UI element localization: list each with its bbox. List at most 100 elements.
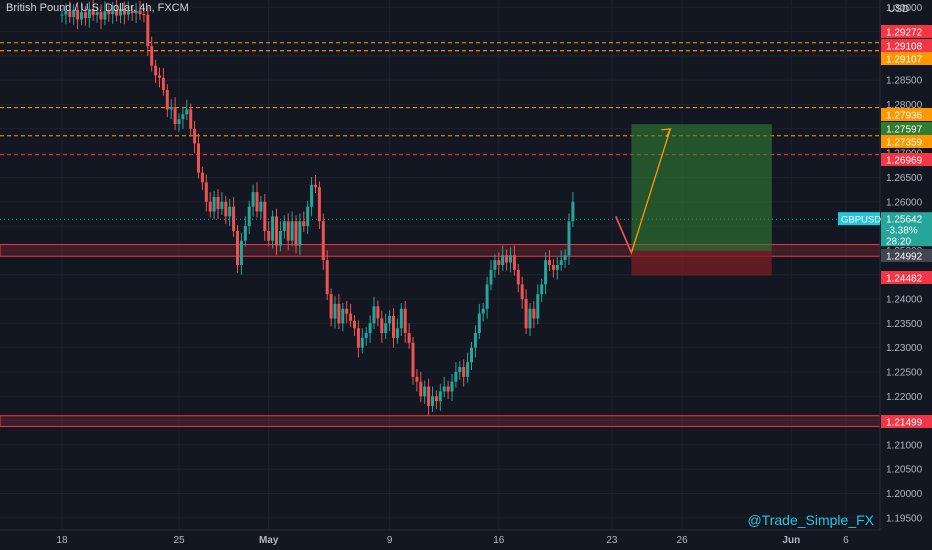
watermark: @Trade_Simple_FX — [747, 512, 874, 528]
price-label-text-5: 1.27359 — [886, 138, 923, 149]
candle-body-37 — [204, 182, 208, 202]
candle-body-17 — [126, 11, 130, 15]
x-tick-0: 18 — [56, 535, 68, 546]
candle-body-45 — [236, 230, 239, 265]
candle-body-46 — [239, 240, 243, 265]
y-tick-0: 1.19500 — [886, 513, 923, 524]
y-tick-6: 1.22500 — [886, 367, 923, 378]
candle-body-43 — [228, 206, 232, 217]
y-tick-8: 1.23500 — [886, 319, 923, 330]
candle-body-90 — [411, 342, 415, 377]
price-label-text-9: 1.21499 — [886, 418, 923, 429]
candle-body-0 — [60, 14, 64, 16]
currency-label: USD — [888, 4, 910, 15]
candle-body-63 — [306, 206, 310, 227]
price-label-bg-8 — [881, 271, 932, 284]
candle-body-75 — [353, 320, 356, 329]
long-position-tool[interactable] — [631, 124, 772, 276]
candle-body-93 — [423, 386, 427, 397]
candle-body-120 — [528, 308, 532, 329]
candle-body-5 — [80, 12, 83, 20]
price-label-bg-2 — [881, 52, 932, 65]
candle-body-54 — [271, 216, 275, 241]
x-tick-7: Jun — [782, 535, 800, 546]
candle-body-131 — [571, 201, 575, 222]
x-tick-8: 6 — [843, 535, 849, 546]
candle-body-16 — [122, 9, 126, 15]
candle-body-30 — [177, 119, 181, 124]
candle-body-41 — [220, 201, 224, 210]
candle-body-56 — [278, 230, 282, 246]
candle-body-3 — [72, 9, 76, 18]
candle-body-10 — [99, 12, 103, 20]
candle-body-113 — [501, 255, 505, 265]
chart-horizontal-lines — [0, 42, 880, 220]
price-label-bg-3 — [881, 108, 932, 121]
candle-body-121 — [532, 308, 536, 319]
candle-body-58 — [286, 221, 290, 241]
candle-body-126 — [551, 265, 555, 270]
y-tick-2: 1.20500 — [886, 465, 923, 476]
candle-body-15 — [119, 9, 122, 16]
candle-body-72 — [341, 308, 345, 324]
chart-title: British Pound / U.S. Dollar, 4h, FXCM — [6, 2, 189, 14]
candle-body-33 — [189, 109, 193, 129]
y-tick-21: 1.30000 — [886, 3, 923, 14]
candle-body-92 — [419, 381, 423, 397]
candle-body-99 — [446, 386, 450, 392]
candle-body-88 — [403, 308, 407, 334]
candle-body-23 — [150, 46, 154, 66]
candle-body-85 — [392, 316, 395, 338]
candle-body-9 — [95, 12, 99, 16]
y-tick-9: 1.24000 — [886, 295, 923, 306]
symbol-tag-text: GBPUSD — [841, 215, 881, 226]
time-axis[interactable]: 18 25 May 9 16 23 26 Jun 6 — [0, 529, 880, 550]
x-tick-4: 16 — [493, 535, 505, 546]
zone-rect-1 — [0, 415, 881, 427]
candle-body-40 — [216, 196, 220, 210]
candle-body-114 — [505, 255, 509, 263]
candle-body-130 — [567, 221, 571, 256]
candle-body-110 — [489, 269, 493, 285]
candle-body-119 — [524, 299, 528, 329]
projection-arrow[interactable] — [615, 128, 672, 255]
y-tick-1: 1.20000 — [886, 489, 923, 500]
current-price-line-0: 1.25642 — [886, 215, 923, 226]
y-tick-5: 1.22000 — [886, 392, 923, 403]
candle-body-74 — [349, 313, 353, 321]
candle-body-100 — [450, 381, 454, 392]
candle-body-104 — [466, 362, 470, 377]
y-tick-14: 1.26500 — [886, 173, 923, 184]
x-tick-6: 26 — [677, 535, 689, 546]
candle-body-102 — [458, 367, 462, 372]
candle-body-59 — [290, 221, 294, 241]
candle-body-50 — [255, 192, 259, 212]
candle-body-61 — [298, 221, 302, 246]
candle-body-112 — [497, 260, 501, 265]
candle-body-44 — [232, 206, 236, 231]
price-label-bg-0 — [881, 25, 932, 38]
candle-body-123 — [540, 284, 544, 295]
candle-body-53 — [267, 230, 271, 241]
candle-body-67 — [321, 221, 325, 261]
candle-body-109 — [485, 284, 489, 309]
candle-body-1 — [64, 11, 68, 15]
y-tick-3: 1.21000 — [886, 440, 923, 451]
candle-body-34 — [193, 128, 197, 144]
candle-body-83 — [384, 323, 388, 334]
candle-body-78 — [364, 333, 368, 338]
candle-body-28 — [169, 106, 173, 110]
candle-body-19 — [134, 10, 138, 14]
price-label-text-0: 1.29272 — [886, 28, 923, 39]
price-label-text-7: 1.24992 — [886, 252, 923, 263]
candle-body-97 — [438, 391, 442, 402]
candle-body-127 — [555, 265, 559, 270]
chart-candles — [60, 0, 575, 416]
price-label-bg-6 — [881, 153, 932, 166]
candle-body-39 — [212, 196, 216, 212]
candle-body-69 — [329, 294, 333, 319]
candle-body-105 — [470, 347, 473, 363]
candle-body-36 — [200, 172, 204, 183]
candle-body-42 — [224, 201, 228, 217]
